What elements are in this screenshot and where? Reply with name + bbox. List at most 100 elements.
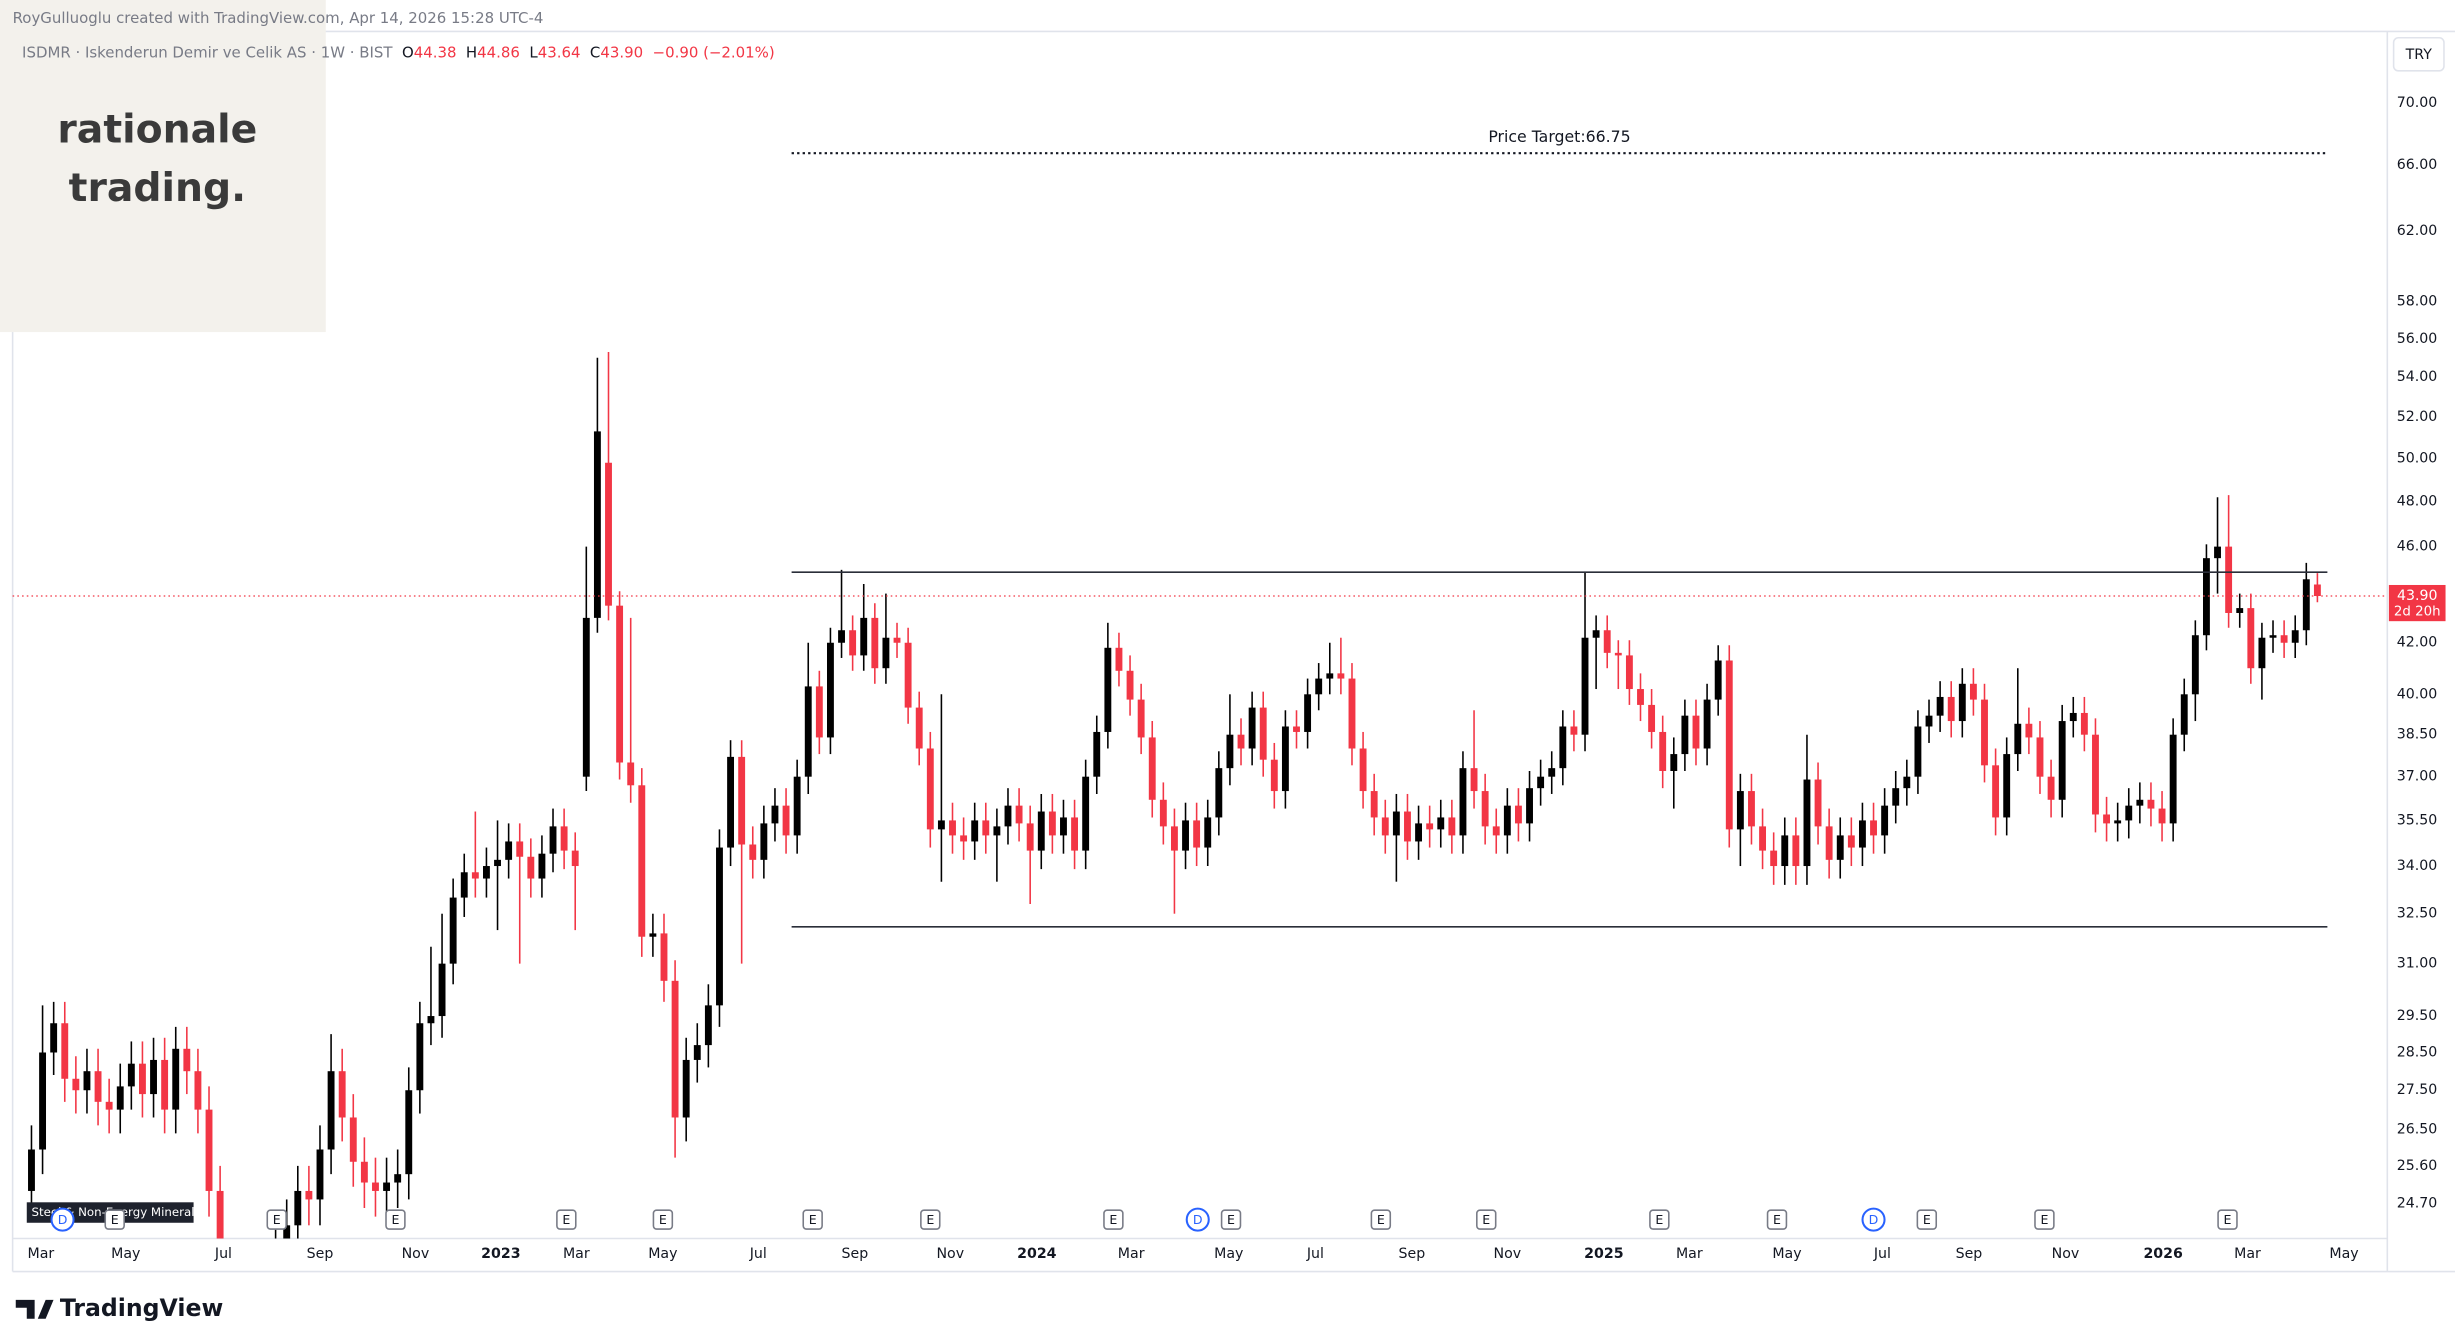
candle-body xyxy=(738,756,746,845)
candle-body xyxy=(1892,788,1900,806)
candle-body xyxy=(449,897,457,964)
candle-body xyxy=(1947,696,1955,722)
event-label[interactable]: E xyxy=(1377,1212,1385,1227)
currency-box[interactable] xyxy=(2392,36,2445,72)
candle-body xyxy=(1481,791,1489,827)
candle-body xyxy=(316,1149,324,1200)
event-label[interactable]: E xyxy=(1923,1212,1931,1227)
event-label[interactable]: E xyxy=(111,1212,119,1227)
candle-body xyxy=(815,686,823,738)
dividend-marker[interactable] xyxy=(1861,1207,1886,1232)
earnings-marker[interactable] xyxy=(266,1209,287,1230)
tv-icon xyxy=(15,1299,54,1319)
event-label[interactable]: E xyxy=(1655,1212,1663,1227)
candle-body xyxy=(2092,734,2099,815)
earnings-marker[interactable] xyxy=(1649,1209,1670,1230)
candle-body xyxy=(1969,683,1977,700)
candle-body xyxy=(904,642,912,708)
event-label[interactable]: E xyxy=(1227,1212,1235,1227)
y-tick-label: 25.60 xyxy=(2397,1158,2438,1174)
last-price-box xyxy=(2388,584,2446,622)
candle-body xyxy=(1648,704,1656,732)
event-label[interactable]: D xyxy=(1193,1212,1203,1227)
earnings-marker[interactable] xyxy=(2217,1209,2238,1230)
event-label[interactable]: E xyxy=(1482,1212,1490,1227)
candle-body xyxy=(471,872,479,879)
candle-body xyxy=(1226,734,1234,769)
event-label[interactable]: D xyxy=(1869,1212,1879,1227)
event-label[interactable]: E xyxy=(809,1212,817,1227)
x-tick-label: Sep xyxy=(842,1246,869,1262)
earnings-marker[interactable] xyxy=(920,1209,941,1230)
candle-body xyxy=(1914,726,1922,777)
candle-body xyxy=(2014,723,2022,755)
candle-body xyxy=(1992,765,2000,818)
earnings-marker[interactable] xyxy=(652,1209,674,1230)
candle-body xyxy=(1237,734,1245,749)
earnings-marker[interactable] xyxy=(2034,1209,2055,1230)
candle-body xyxy=(704,1005,712,1046)
candle-body xyxy=(383,1182,391,1191)
earnings-marker[interactable] xyxy=(1370,1209,1392,1230)
candle-body xyxy=(2069,712,2077,722)
earnings-marker[interactable] xyxy=(1103,1209,1124,1230)
currency[interactable]: TRY xyxy=(2405,47,2433,63)
event-label[interactable]: E xyxy=(2224,1212,2232,1227)
event-label[interactable]: E xyxy=(2040,1212,2048,1227)
candle-body xyxy=(1315,678,1323,695)
candle-body xyxy=(871,617,879,669)
earnings-marker[interactable] xyxy=(556,1209,577,1230)
candle-body xyxy=(2058,721,2066,800)
earnings-marker[interactable] xyxy=(1766,1209,1788,1230)
y-tick-label: 50.00 xyxy=(2397,451,2438,467)
event-label[interactable]: E xyxy=(1773,1212,1781,1227)
candle-body xyxy=(760,823,768,860)
candle-body xyxy=(1159,799,1167,827)
y-tick-label: 70.00 xyxy=(2397,95,2438,111)
candle-body xyxy=(1725,660,1733,830)
event-label[interactable]: E xyxy=(391,1212,399,1227)
candle-body xyxy=(116,1086,124,1110)
dividend-marker[interactable] xyxy=(50,1207,75,1232)
candle-body xyxy=(1259,707,1267,760)
earnings-marker[interactable] xyxy=(802,1209,823,1230)
candle-body xyxy=(649,933,657,937)
candle-body xyxy=(372,1182,379,1191)
ohlc-value: 44.86 xyxy=(477,44,520,62)
event-label[interactable]: E xyxy=(659,1212,667,1227)
earnings-marker[interactable] xyxy=(1476,1209,1497,1230)
event-label[interactable]: E xyxy=(1109,1212,1117,1227)
candle-body xyxy=(2313,584,2321,596)
y-tick-label: 24.70 xyxy=(2397,1196,2438,1212)
candle-body xyxy=(1470,768,1478,792)
earnings-marker[interactable] xyxy=(104,1209,125,1230)
earnings-marker[interactable] xyxy=(1916,1209,1938,1230)
dividend-marker[interactable] xyxy=(1185,1207,1210,1232)
candle-body xyxy=(460,872,468,898)
candle-body xyxy=(1526,788,1533,824)
candle-body xyxy=(2236,608,2244,613)
y-tick-label: 46.00 xyxy=(2397,539,2438,555)
candle-body xyxy=(1437,817,1445,830)
event-label[interactable]: E xyxy=(926,1212,934,1227)
candle-body xyxy=(1492,826,1500,836)
event-label[interactable]: D xyxy=(58,1212,68,1227)
candle-body xyxy=(605,462,612,606)
event-label[interactable]: E xyxy=(273,1212,281,1227)
candle-body xyxy=(926,748,934,830)
candle-body xyxy=(405,1090,413,1175)
event-label[interactable]: E xyxy=(562,1212,570,1227)
y-tick-label: 66.00 xyxy=(2397,157,2438,173)
candle-body xyxy=(2269,635,2277,638)
candle-body xyxy=(1359,748,1367,792)
earnings-marker[interactable] xyxy=(385,1209,406,1230)
candle-body xyxy=(915,707,923,749)
y-tick-label: 28.50 xyxy=(2397,1044,2438,1060)
earnings-marker[interactable] xyxy=(1220,1209,1242,1230)
candle-body xyxy=(693,1045,701,1060)
x-tick-label: Sep xyxy=(1956,1246,1983,1262)
x-tick-label: 2023 xyxy=(481,1246,520,1262)
candle-body xyxy=(2214,546,2221,559)
candle-body xyxy=(1093,731,1101,777)
